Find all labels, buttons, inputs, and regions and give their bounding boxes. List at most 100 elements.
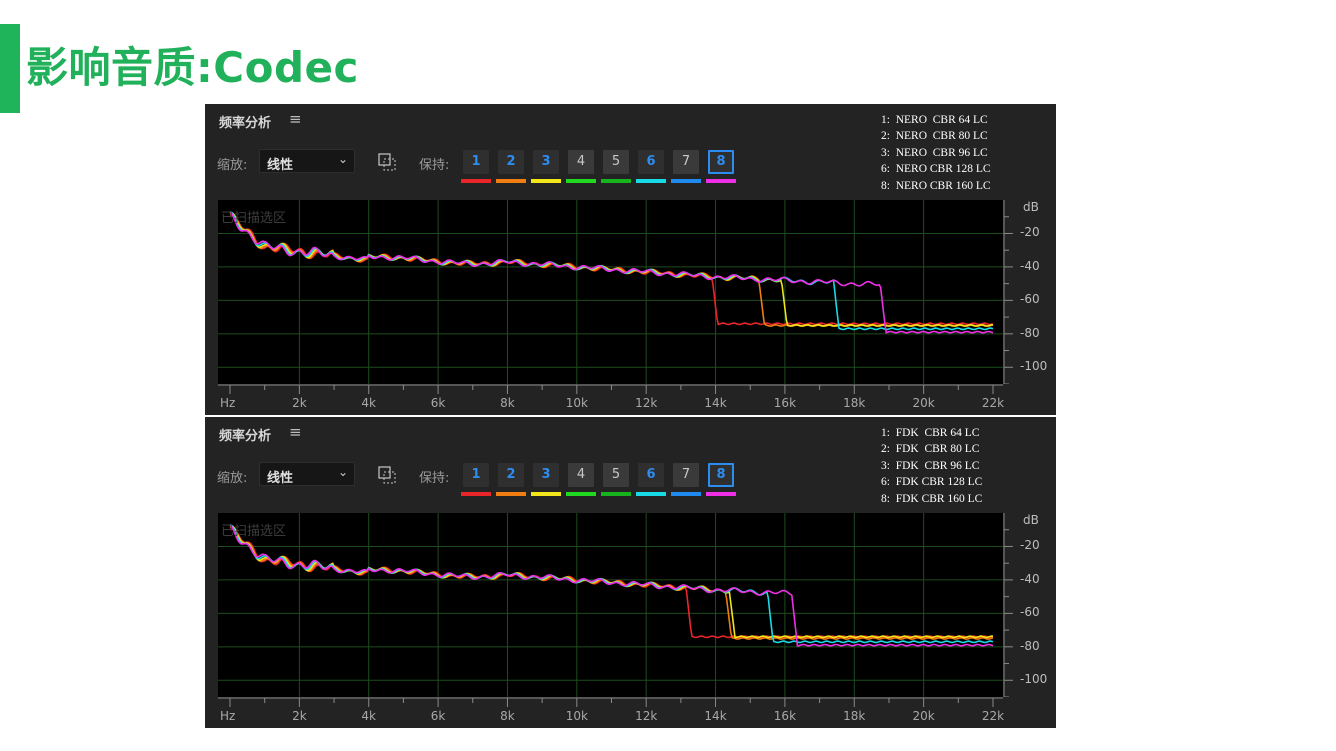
db-tick-label: -100 bbox=[1020, 359, 1048, 374]
zoom-value: 线性 bbox=[267, 471, 294, 486]
hold-slot-7-color bbox=[671, 492, 701, 496]
hold-slot-6-button[interactable]: 6 bbox=[638, 463, 664, 487]
hold-slot-8-button[interactable]: 8 bbox=[708, 150, 734, 174]
db-tick-label: -20 bbox=[1020, 538, 1040, 553]
x-tick-label: 16k bbox=[773, 709, 797, 723]
spectrum-plot[interactable] bbox=[218, 513, 1003, 697]
zoom-value: 线性 bbox=[267, 158, 294, 173]
db-tick-label: -60 bbox=[1020, 605, 1040, 620]
db-tick-label: -80 bbox=[1020, 325, 1040, 340]
spectrum-svg bbox=[218, 513, 1003, 697]
hold-label: 保持: bbox=[419, 471, 450, 486]
legend-entry: 6: FDK CBR 128 LC bbox=[881, 476, 983, 489]
legend-entry: 8: FDK CBR 160 LC bbox=[881, 492, 983, 505]
hold-slot-8-color bbox=[706, 492, 736, 496]
hold-slot-3-color bbox=[531, 179, 561, 183]
title-accent-bar bbox=[0, 24, 20, 113]
x-tick-label: 22k bbox=[981, 396, 1005, 410]
x-tick-label: 10k bbox=[565, 709, 588, 723]
hamburger-icon[interactable]: ≡ bbox=[289, 110, 302, 128]
x-tick-label: 18k bbox=[843, 709, 866, 723]
hold-slot-6-color bbox=[636, 492, 666, 496]
x-tick-label: 12k bbox=[635, 396, 658, 410]
db-tick-label: -40 bbox=[1020, 571, 1040, 586]
scanned-selection-label: 已扫描选区 bbox=[221, 524, 287, 539]
legend-entry: 1: FDK CBR 64 LC bbox=[881, 427, 980, 439]
x-tick-label: 10k bbox=[565, 396, 588, 410]
hold-slot-6-color bbox=[636, 179, 666, 183]
x-tick-label: 8k bbox=[500, 396, 515, 410]
frequency-axis bbox=[205, 384, 1056, 415]
spectrum-svg bbox=[218, 200, 1003, 384]
hold-slot-2-color bbox=[496, 492, 526, 496]
x-tick-label: 18k bbox=[843, 396, 866, 410]
series-line-5 bbox=[229, 524, 994, 647]
db-unit-label: dB bbox=[1023, 200, 1039, 214]
x-tick-label: 8k bbox=[500, 709, 515, 723]
hold-slot-1-color bbox=[461, 179, 491, 183]
x-tick-label: 14k bbox=[704, 396, 727, 410]
hz-label: Hz bbox=[220, 396, 236, 410]
zoom-dropdown[interactable]: 线性 ⌄ bbox=[259, 462, 355, 486]
x-tick-label: 22k bbox=[981, 709, 1005, 723]
hold-slot-4-button[interactable]: 4 bbox=[568, 150, 594, 174]
db-axis bbox=[1003, 513, 1056, 698]
hold-slot-4-button[interactable]: 4 bbox=[568, 463, 594, 487]
x-tick-label: 4k bbox=[361, 709, 377, 723]
zoom-label: 缩放: bbox=[217, 158, 248, 173]
plot-grid bbox=[218, 200, 1003, 384]
x-tick-label: 20k bbox=[912, 396, 935, 410]
x-tick-label: 14k bbox=[704, 709, 727, 723]
series-legend: 1: NERO CBR 64 LC 2: NERO CBR 80 LC 3: NER… bbox=[881, 112, 991, 194]
hold-slot-5-button[interactable]: 5 bbox=[603, 463, 629, 487]
hold-slot-3-color bbox=[531, 492, 561, 496]
chevron-down-icon: ⌄ bbox=[337, 465, 348, 479]
zoom-dropdown[interactable]: 线性 ⌄ bbox=[259, 149, 355, 173]
hold-slot-8-button[interactable]: 8 bbox=[708, 463, 734, 487]
series-legend: 1: FDK CBR 64 LC 2: FDK CBR 80 LC 3: FDK C… bbox=[881, 425, 982, 507]
hold-lock-icon[interactable] bbox=[378, 466, 396, 484]
db-tick-label: -80 bbox=[1020, 638, 1040, 653]
db-unit-label: dB bbox=[1023, 513, 1039, 527]
db-axis bbox=[1003, 200, 1056, 385]
hold-slot-2-button[interactable]: 2 bbox=[498, 463, 524, 487]
hold-slot-1-button[interactable]: 1 bbox=[463, 463, 489, 487]
panel-title: 频率分析 bbox=[219, 116, 272, 131]
hold-slot-8-color bbox=[706, 179, 736, 183]
db-tick-label: -40 bbox=[1020, 258, 1040, 273]
legend-entry: 3: FDK CBR 96 LC bbox=[881, 459, 980, 472]
hold-slot-2-button[interactable]: 2 bbox=[498, 150, 524, 174]
hold-slot-1-button[interactable]: 1 bbox=[463, 150, 489, 174]
panel-title: 频率分析 bbox=[219, 429, 272, 444]
x-tick-label: 6k bbox=[430, 396, 446, 410]
hold-slot-5-color bbox=[601, 179, 631, 183]
db-tick-label: -20 bbox=[1020, 225, 1040, 240]
x-tick-label: 2k bbox=[292, 396, 307, 410]
frequency-axis bbox=[205, 697, 1056, 728]
x-tick-label: 2k bbox=[292, 709, 307, 723]
hold-slot-5-button[interactable]: 5 bbox=[603, 150, 629, 174]
slide-title: 影响音质:Codec bbox=[26, 43, 359, 92]
hold-lock-icon[interactable] bbox=[378, 153, 396, 171]
series-line-3 bbox=[229, 524, 994, 639]
x-tick-label: 6k bbox=[430, 709, 446, 723]
series-line-5 bbox=[229, 211, 994, 334]
hold-slot-7-button[interactable]: 7 bbox=[673, 150, 699, 174]
frequency-analysis-panel-fdk: 频率分析 ≡ 缩放: 线性 ⌄ 保持: 1 2 3 4 5 6 7 8 1: FDK CBR 64 LC 2:… bbox=[205, 417, 1056, 728]
chevron-down-icon: ⌄ bbox=[337, 152, 348, 166]
hold-slot-4-color bbox=[566, 492, 596, 496]
db-tick-label: -60 bbox=[1020, 292, 1040, 307]
x-tick-label: 16k bbox=[773, 396, 797, 410]
hold-slot-3-button[interactable]: 3 bbox=[533, 150, 559, 174]
plot-grid bbox=[218, 513, 1003, 697]
hold-slot-7-button[interactable]: 7 bbox=[673, 463, 699, 487]
legend-entry: 3: NERO CBR 96 LC bbox=[881, 146, 988, 159]
hold-slot-6-button[interactable]: 6 bbox=[638, 150, 664, 174]
legend-entry: 6: NERO CBR 128 LC bbox=[881, 163, 991, 176]
hamburger-icon[interactable]: ≡ bbox=[289, 423, 302, 441]
hold-slot-3-button[interactable]: 3 bbox=[533, 463, 559, 487]
hold-slot-7-color bbox=[671, 179, 701, 183]
spectrum-plot[interactable] bbox=[218, 200, 1003, 384]
scanned-selection-label: 已扫描选区 bbox=[221, 211, 287, 226]
db-tick-label: -100 bbox=[1020, 672, 1048, 687]
